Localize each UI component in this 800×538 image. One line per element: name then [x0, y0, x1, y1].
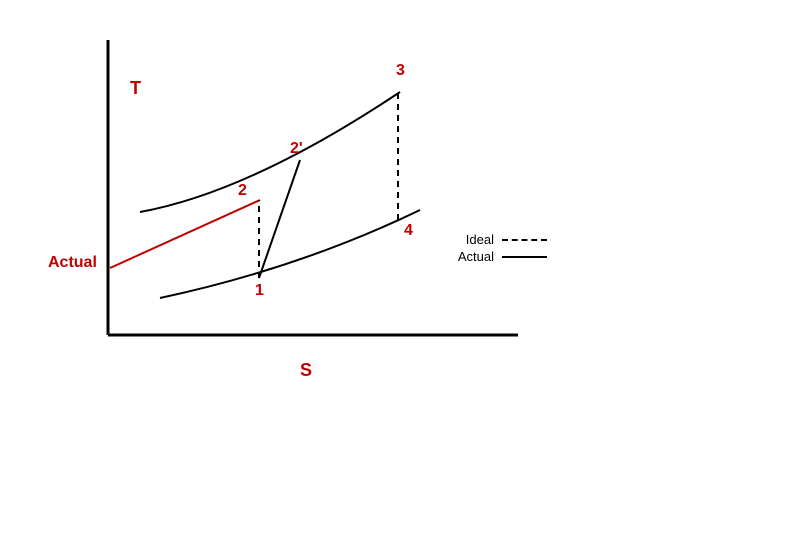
legend-row-actual: Actual: [452, 249, 547, 264]
actual-process-line: [110, 200, 260, 268]
legend-line-solid: [502, 256, 547, 258]
point-1-label: 1: [255, 282, 264, 300]
legend-label-actual: Actual: [452, 249, 494, 264]
ts-diagram: T S 1 2 2' 3 4 Actual Ideal Actual: [0, 0, 800, 538]
legend: Ideal Actual: [452, 232, 547, 266]
point-4-label: 4: [404, 222, 413, 240]
upper-isobar: [140, 92, 400, 212]
axes: [108, 40, 518, 335]
point-2-label: 2: [238, 182, 247, 200]
point-3-label: 3: [396, 62, 405, 80]
lower-isobar: [160, 210, 420, 298]
x-axis-label: S: [300, 360, 312, 381]
actual-annotation: Actual: [48, 254, 97, 272]
legend-line-dashed: [502, 239, 547, 241]
y-axis-label: T: [130, 78, 141, 99]
diagram-svg: [0, 0, 800, 538]
legend-label-ideal: Ideal: [452, 232, 494, 247]
process-1-2prime: [259, 160, 300, 278]
legend-row-ideal: Ideal: [452, 232, 547, 247]
point-2prime-label: 2': [290, 140, 303, 158]
